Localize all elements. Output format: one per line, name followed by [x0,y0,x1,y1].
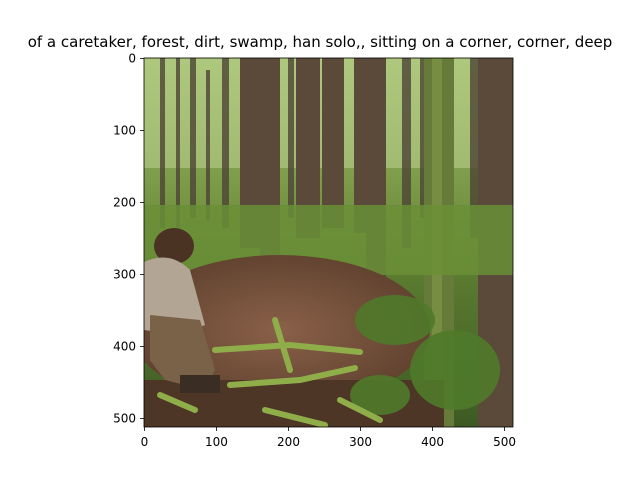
y-tick-label: 500 [113,412,136,426]
x-tick-label: 500 [493,435,516,449]
x-tick-label: 200 [277,435,300,449]
y-tick-label: 100 [113,124,136,138]
forest-photo [144,58,513,427]
x-axis-ticks [143,427,506,431]
x-tick-label: 100 [205,435,228,449]
figure-title: of a caretaker, forest, dirt, swamp, han… [27,33,613,51]
man-figure [144,228,220,393]
axes-frame [143,57,514,428]
y-tick-label: 200 [113,196,136,210]
y-axis-ticks [140,58,144,420]
x-tick-label: 400 [421,435,444,449]
y-tick-label: 300 [113,268,136,282]
y-tick-label: 0 [128,52,136,66]
x-tick-label: 300 [349,435,372,449]
y-tick-label: 400 [113,340,136,354]
figure-title-wrap: of a caretaker, forest, dirt, swamp, han… [0,33,640,53]
x-tick-label: 0 [141,435,149,449]
